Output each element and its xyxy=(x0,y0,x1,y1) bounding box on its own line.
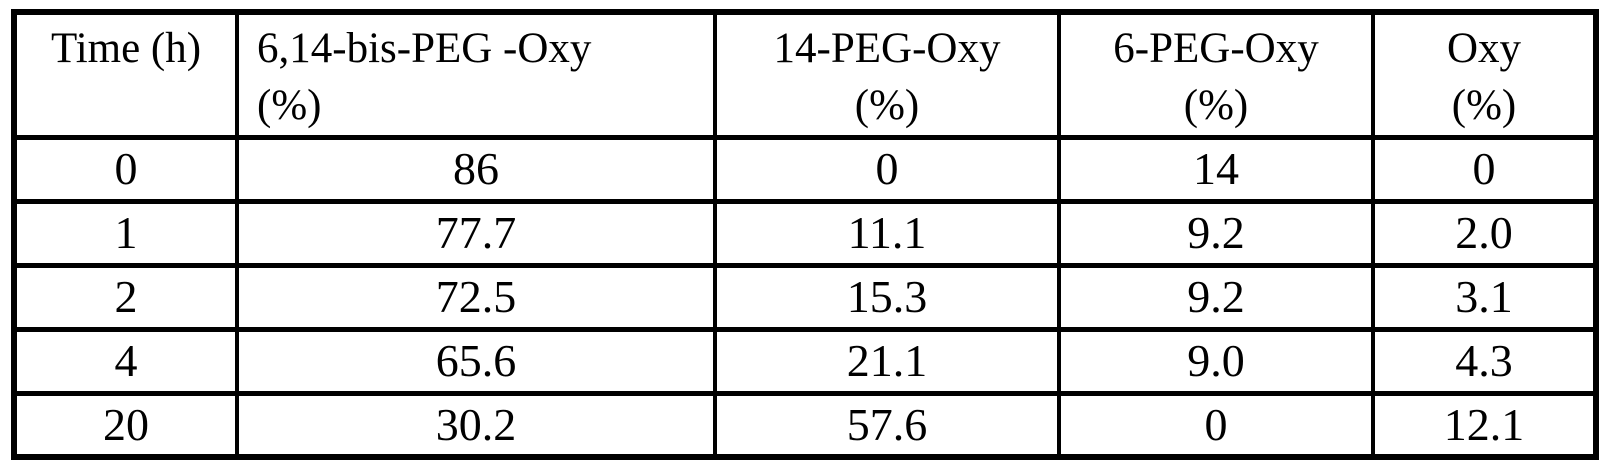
header-oxy-unit: (%) xyxy=(1451,81,1517,129)
table-cell: 57.6 xyxy=(713,390,1061,460)
header-6-14-bis-peg-oxy-unit: (%) xyxy=(257,81,322,129)
header-6-14-bis-peg-oxy-label: 6,14-bis-PEG -Oxy xyxy=(257,25,592,72)
table-cell: 77.7 xyxy=(235,198,717,268)
table-cell: 4 xyxy=(12,326,239,396)
header-time: Time (h) xyxy=(12,9,239,140)
table-cell: 0 xyxy=(713,134,1061,204)
table-cell: 14 xyxy=(1057,134,1375,204)
table-cell: 0 xyxy=(1057,390,1375,460)
table-row: 2 72.5 15.3 9.2 3.1 xyxy=(12,262,1598,332)
header-14-peg-oxy-label: 14-PEG-Oxy xyxy=(773,25,1001,72)
header-14-peg-oxy: 14-PEG-Oxy (%) xyxy=(713,9,1061,140)
table-cell: 3.1 xyxy=(1371,262,1598,332)
table-cell: 65.6 xyxy=(235,326,717,396)
table-row: 20 30.2 57.6 0 12.1 xyxy=(12,390,1598,460)
header-14-peg-oxy-unit: (%) xyxy=(854,81,920,129)
header-oxy-label: Oxy xyxy=(1446,25,1522,72)
table-cell: 9.2 xyxy=(1057,262,1375,332)
table-cell: 11.1 xyxy=(713,198,1061,268)
table-cell: 2.0 xyxy=(1371,198,1598,268)
table-cell: 20 xyxy=(12,390,239,460)
header-oxy: Oxy (%) xyxy=(1371,9,1598,140)
header-time-label: Time (h) xyxy=(50,25,202,72)
table-cell: 9.2 xyxy=(1057,198,1375,268)
table-row: 0 86 0 14 0 xyxy=(12,134,1598,204)
table-cell: 0 xyxy=(12,134,239,204)
table-cell: 21.1 xyxy=(713,326,1061,396)
table-cell: 86 xyxy=(235,134,717,204)
table-row: 4 65.6 21.1 9.0 4.3 xyxy=(12,326,1598,396)
peg-oxy-time-course-table: Time (h) 6,14-bis-PEG -Oxy (%) 14-PEG-Ox… xyxy=(11,9,1599,460)
header-6-14-bis-peg-oxy: 6,14-bis-PEG -Oxy (%) xyxy=(235,9,717,140)
table-cell: 72.5 xyxy=(235,262,717,332)
table-cell: 2 xyxy=(12,262,239,332)
table-cell: 4.3 xyxy=(1371,326,1598,396)
table-cell: 12.1 xyxy=(1371,390,1598,460)
table-cell: 30.2 xyxy=(235,390,717,460)
table-cell: 0 xyxy=(1371,134,1598,204)
table-cell: 1 xyxy=(12,198,239,268)
table-header-row: Time (h) 6,14-bis-PEG -Oxy (%) 14-PEG-Ox… xyxy=(12,9,1598,140)
table-cell: 15.3 xyxy=(713,262,1061,332)
header-6-peg-oxy: 6-PEG-Oxy (%) xyxy=(1057,9,1375,140)
header-6-peg-oxy-label: 6-PEG-Oxy xyxy=(1113,25,1319,72)
header-6-peg-oxy-unit: (%) xyxy=(1183,81,1249,129)
table-cell: 9.0 xyxy=(1057,326,1375,396)
table-row: 1 77.7 11.1 9.2 2.0 xyxy=(12,198,1598,268)
